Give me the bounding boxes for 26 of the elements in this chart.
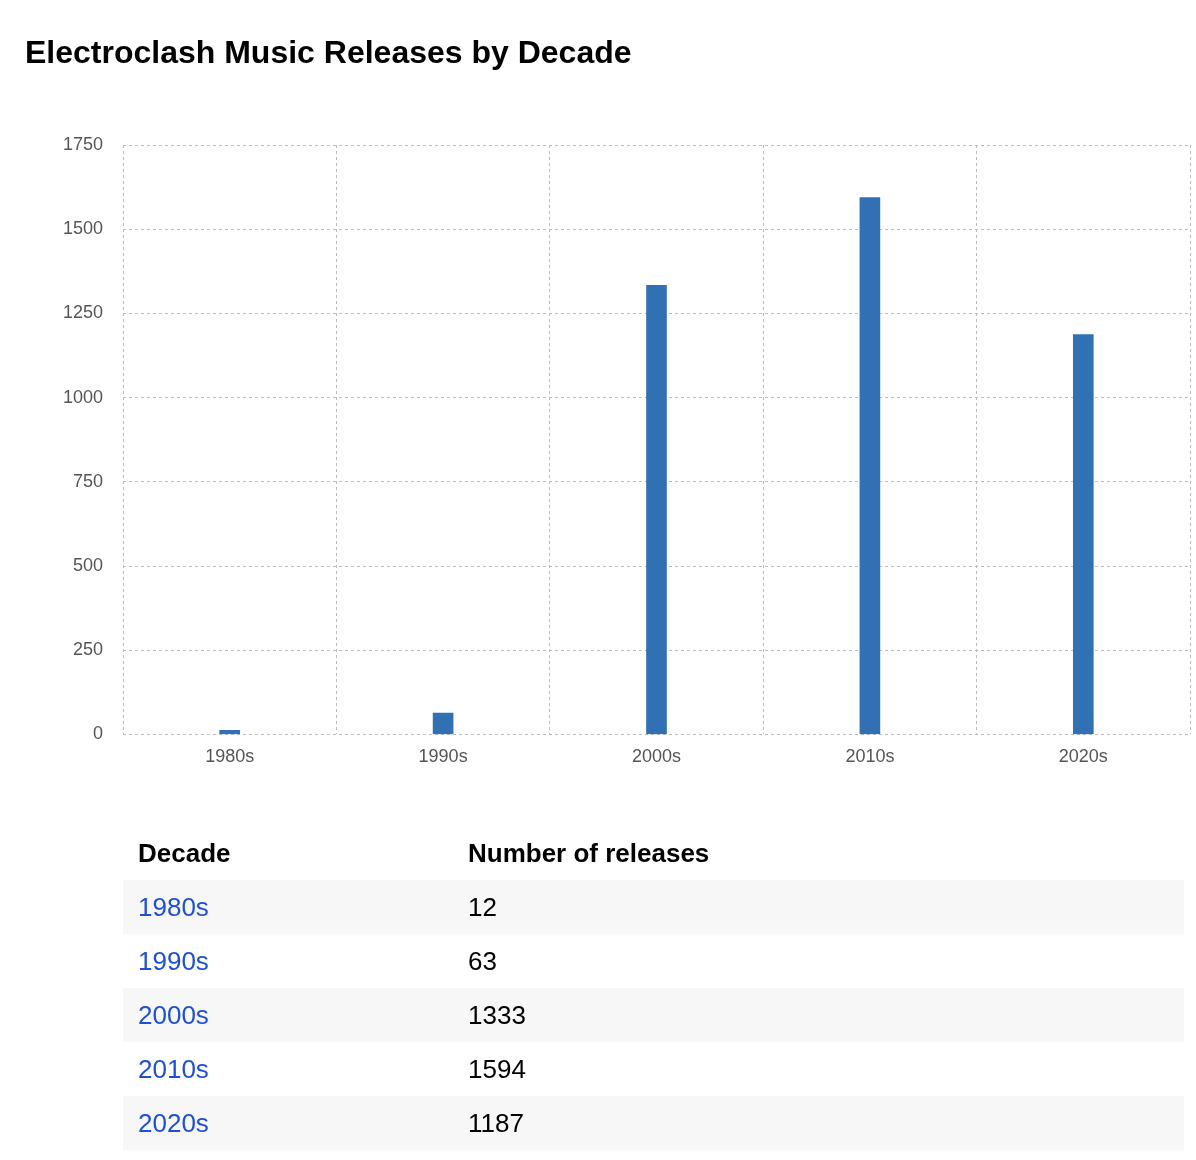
y-tick-label: 1750 (62, 133, 103, 154)
x-tick-label: 1990s (418, 746, 468, 767)
x-tick-label: 2010s (845, 746, 895, 767)
category-label: 1980s (138, 891, 209, 922)
y-tick-label: 1500 (62, 218, 103, 239)
text: 1187 (453, 1096, 1184, 1150)
text: 1594 (467, 1052, 527, 1086)
text: 63 (467, 944, 498, 978)
chart-title: Electroclash Music Releases by Decade (25, 34, 632, 71)
y-tick-label: 250 (72, 639, 103, 660)
category-label: 2000s (138, 999, 209, 1030)
y-tick-label: 1250 (62, 302, 103, 323)
text: 1333 (453, 988, 1184, 1042)
y-tick-label: 750 (72, 470, 103, 491)
text: 12 (453, 880, 1184, 934)
text: Decade (137, 836, 232, 870)
y-tick-label: 1000 (62, 386, 103, 407)
x-tick-label: 2020s (1058, 746, 1108, 767)
text: Number of releases (467, 836, 711, 870)
x-tick-label: 2000s (631, 746, 682, 767)
y-tick-label: 0 (92, 723, 103, 744)
category-label: 2020s (138, 1107, 209, 1138)
category-label: 2010s (138, 1053, 209, 1084)
y-tick-label: 500 (72, 554, 103, 575)
category-label: 1990s (138, 945, 209, 976)
x-tick-label: 1980s (205, 746, 255, 767)
